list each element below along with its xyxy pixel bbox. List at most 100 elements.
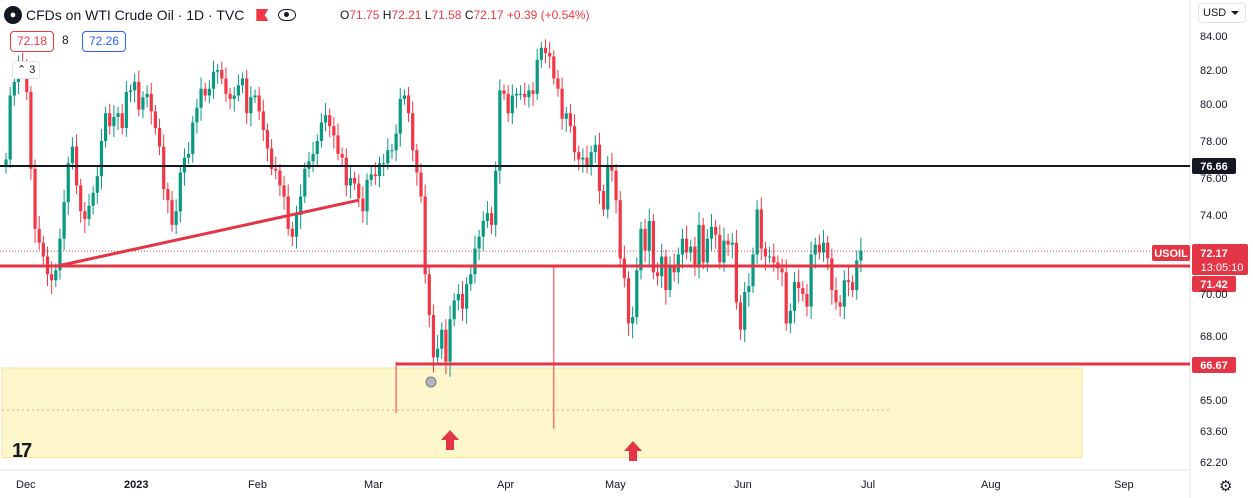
candle-body	[8, 95, 12, 160]
candle	[336, 123, 340, 161]
candle-body	[211, 71, 216, 89]
gear-icon[interactable]: ⚙	[1219, 478, 1233, 495]
candle-body	[846, 280, 851, 283]
candle	[274, 156, 278, 180]
flag-icon[interactable]	[256, 9, 269, 21]
symbol-title[interactable]: CFDs on WTI Crude Oil · 1D · TVC	[26, 7, 245, 23]
candle-body	[394, 133, 398, 151]
up-arrow-shape	[624, 441, 642, 461]
candle-body	[635, 270, 639, 318]
candle	[95, 166, 99, 204]
candle	[531, 81, 535, 107]
alert-marker	[425, 376, 437, 388]
candle-body	[768, 256, 772, 258]
candle-body	[328, 115, 332, 127]
candle	[128, 84, 133, 103]
candle	[780, 258, 784, 287]
high-value: 72.21	[391, 8, 422, 22]
candle	[452, 293, 456, 327]
candle	[195, 98, 199, 134]
candle-body	[535, 59, 539, 94]
candle	[348, 165, 353, 199]
candle	[651, 214, 655, 280]
candle	[323, 103, 328, 132]
candle	[112, 104, 116, 138]
x-tick-label: Sep	[1114, 479, 1134, 491]
candle	[589, 145, 593, 176]
x-tick-label: Jul	[861, 479, 875, 491]
candle-body	[722, 240, 726, 263]
candle-body	[54, 270, 58, 281]
eye-icon[interactable]	[278, 9, 297, 21]
candle	[834, 277, 838, 310]
candle-body	[842, 280, 846, 307]
candle	[162, 134, 166, 201]
candle	[535, 48, 539, 100]
candle	[585, 145, 589, 174]
y-tick-label: 84.00	[1200, 31, 1228, 43]
candle-body	[427, 274, 431, 315]
candle-body	[606, 165, 610, 210]
candle-body	[365, 179, 369, 212]
candle-body	[112, 116, 116, 127]
currency-select[interactable]: USD	[1198, 3, 1246, 23]
candle-body	[419, 172, 423, 197]
candle-body	[626, 278, 631, 324]
candle	[792, 272, 797, 324]
candle	[685, 225, 689, 260]
candle	[444, 319, 448, 375]
candle-body	[282, 185, 286, 197]
candle-body	[386, 150, 390, 164]
candle-body	[294, 215, 299, 237]
candle	[768, 246, 772, 264]
candle-body	[556, 78, 560, 89]
candle-body	[157, 128, 162, 147]
candle-body	[755, 209, 759, 255]
candle	[469, 264, 473, 292]
candle-body	[548, 53, 552, 57]
candle-body	[523, 93, 527, 98]
candle	[527, 84, 531, 108]
candle	[489, 206, 494, 235]
candle-body	[12, 81, 16, 96]
candle-body	[431, 315, 436, 358]
candle	[431, 304, 436, 373]
candle	[8, 87, 12, 169]
candle-body	[373, 174, 377, 177]
candle	[788, 303, 792, 334]
candle	[523, 82, 527, 106]
candle	[253, 89, 257, 104]
demand-zone	[1, 367, 1083, 459]
candle	[552, 50, 556, 85]
candle	[116, 106, 120, 131]
candle	[755, 200, 759, 264]
buy-button[interactable]: 72.26	[82, 31, 127, 52]
x-tick-label: Apr	[497, 479, 514, 491]
candle	[357, 174, 361, 208]
candle-body	[149, 93, 153, 112]
candle	[406, 87, 411, 122]
candle-body	[689, 246, 693, 253]
candle	[564, 106, 568, 132]
collapse-indicators-button[interactable]: ⌃ 3	[12, 61, 41, 79]
candle-body	[66, 163, 70, 203]
candle-body	[838, 302, 842, 307]
candle	[626, 271, 631, 336]
sell-button[interactable]: 72.18	[10, 31, 55, 52]
y-tick-label: 82.00	[1200, 65, 1228, 77]
candle	[108, 104, 112, 135]
candle-body	[203, 88, 207, 96]
candle	[124, 81, 128, 137]
candle	[419, 163, 423, 203]
candle	[842, 270, 846, 319]
x-tick-label: Feb	[248, 479, 267, 491]
y-tick-label: 65.00	[1200, 395, 1228, 407]
candle	[519, 85, 523, 100]
candle	[236, 74, 240, 102]
candle	[485, 201, 489, 228]
level-badge-71-42	[1192, 276, 1236, 292]
candle	[249, 86, 253, 127]
candle-body	[87, 205, 91, 219]
candle-body	[220, 70, 224, 79]
